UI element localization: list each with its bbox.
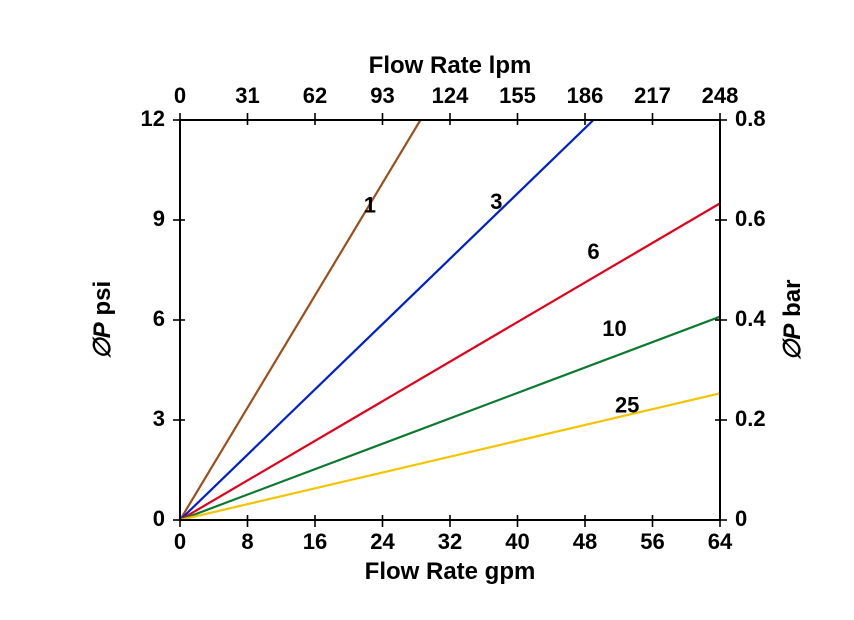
xb-tick-label: 16: [303, 529, 327, 554]
yl-tick-label: 0: [153, 506, 165, 531]
xb-tick-label: 24: [370, 529, 395, 554]
xt-tick-label: 217: [634, 83, 671, 108]
series-label-1: 1: [364, 192, 376, 217]
yr-tick-label: 0: [735, 506, 747, 531]
yl-tick-label: 12: [141, 106, 165, 131]
pressure-drop-chart: 1 3 6 10 25 0 8 16 24 32 40 48 56 64 Flow Rate gpm 0 31 6…: [0, 0, 854, 620]
xb-tick-label: 56: [640, 529, 664, 554]
xt-tick-label: 31: [235, 83, 259, 108]
x-bottom-title: Flow Rate gpm: [365, 558, 536, 585]
x-top-title: Flow Rate lpm: [369, 52, 532, 79]
xt-tick-label: 124: [432, 83, 469, 108]
xt-tick-label: 248: [702, 83, 739, 108]
series-label-6: 6: [587, 239, 599, 264]
xb-tick-label: 64: [708, 529, 733, 554]
xt-tick-label: 93: [370, 83, 394, 108]
yr-tick-label: 0.4: [735, 306, 766, 331]
series-label-25: 25: [615, 392, 639, 417]
xt-tick-label: 186: [567, 83, 604, 108]
xb-tick-label: 40: [505, 529, 529, 554]
yr-tick-label: 0.8: [735, 106, 766, 131]
series-label-3: 3: [490, 189, 502, 214]
yr-tick-label: 0.6: [735, 206, 766, 231]
xt-tick-label: 62: [303, 83, 327, 108]
chart-container: 1 3 6 10 25 0 8 16 24 32 40 48 56 64 Flow Rate gpm 0 31 6…: [0, 0, 854, 620]
xt-tick-label: 155: [499, 83, 536, 108]
xb-tick-label: 0: [174, 529, 186, 554]
yl-tick-label: 9: [153, 206, 165, 231]
yr-tick-label: 0.2: [735, 406, 766, 431]
series-label-10: 10: [602, 316, 626, 341]
y-right-title: ∅P bar: [779, 280, 806, 361]
y-left-title: ∅P psi: [89, 281, 116, 359]
xb-tick-label: 32: [438, 529, 462, 554]
xb-tick-label: 8: [241, 529, 253, 554]
yl-tick-label: 3: [153, 406, 165, 431]
xt-tick-label: 0: [174, 83, 186, 108]
yl-tick-label: 6: [153, 306, 165, 331]
xb-tick-label: 48: [573, 529, 597, 554]
